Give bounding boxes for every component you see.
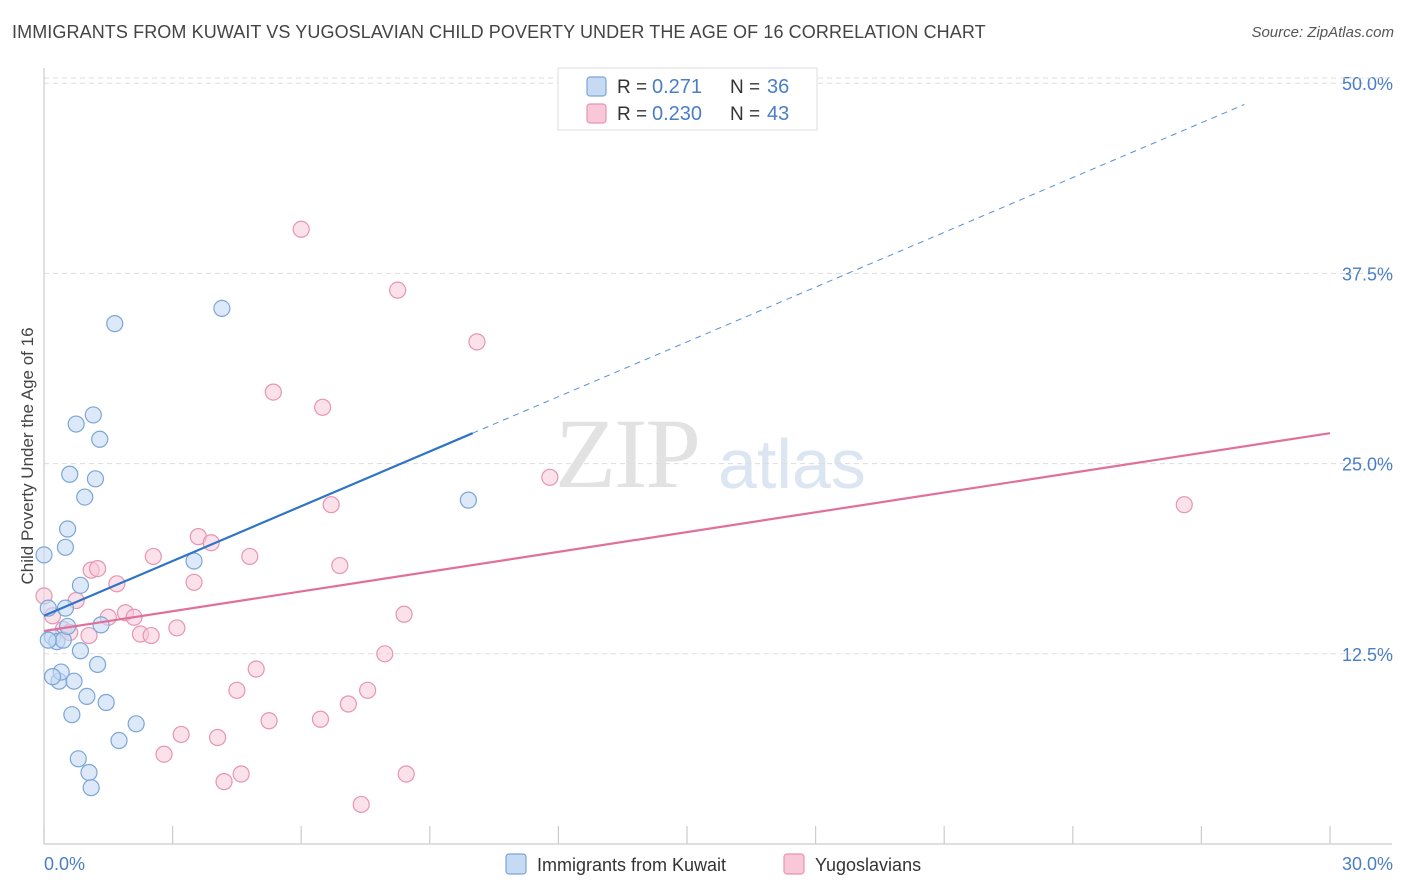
yugoslavians-points bbox=[35, 220, 1193, 814]
yugoslavians-trend-line bbox=[43, 432, 1331, 633]
kuwait-point bbox=[65, 672, 83, 690]
legend-r-label: R = bbox=[617, 77, 647, 98]
kuwait-point bbox=[127, 715, 145, 733]
yugoslavians-point bbox=[155, 745, 173, 763]
source-label: Source: ZipAtlas.com bbox=[1251, 24, 1394, 41]
yugoslavians-point bbox=[260, 712, 278, 730]
yugoslavians-point bbox=[376, 645, 394, 663]
yugoslavians-point bbox=[241, 547, 259, 566]
yugoslavians-point bbox=[359, 681, 377, 699]
kuwait-point bbox=[106, 315, 124, 333]
yugoslavians-point bbox=[209, 728, 227, 747]
kuwait-point bbox=[58, 520, 77, 538]
kuwait-point bbox=[76, 488, 94, 506]
kuwait-point bbox=[71, 642, 90, 660]
kuwait-points bbox=[35, 299, 477, 797]
legend-r-value: 0.230 bbox=[652, 103, 702, 125]
kuwait-point bbox=[69, 750, 87, 768]
kuwait-point bbox=[71, 576, 90, 594]
yugoslavians-point bbox=[322, 496, 340, 514]
yugoslavians-point bbox=[80, 626, 98, 645]
kuwait-trend-dashed bbox=[472, 104, 1245, 434]
kuwait-point bbox=[39, 631, 57, 649]
legend-r-value: 0.271 bbox=[652, 76, 702, 98]
kuwait-point bbox=[91, 430, 109, 448]
y-tick-label: 50.0% bbox=[1342, 74, 1393, 94]
kuwait-point bbox=[84, 406, 102, 424]
yugoslavians-point bbox=[228, 681, 246, 699]
yugoslavians-point bbox=[144, 547, 162, 566]
y-axis-label: Child Poverty Under the Age of 16 bbox=[18, 327, 37, 584]
bottom-legend-swatch-kuwait bbox=[505, 853, 527, 875]
kuwait-point bbox=[82, 779, 100, 797]
legend-n-value: 43 bbox=[767, 103, 789, 125]
x-tick-label: 0.0% bbox=[44, 854, 85, 874]
yugoslavians-point bbox=[247, 660, 265, 678]
x-tick-label: 30.0% bbox=[1342, 854, 1393, 874]
yugoslavians-point bbox=[172, 725, 190, 744]
chart-title: IMMIGRANTS FROM KUWAIT VS YUGOSLAVIAN CH… bbox=[12, 22, 986, 42]
bottom-legend-swatch-yugoslavians bbox=[783, 853, 805, 875]
yugoslavians-point bbox=[88, 559, 107, 578]
kuwait-point bbox=[92, 616, 110, 634]
bottom-legend-label-kuwait: Immigrants from Kuwait bbox=[537, 855, 726, 875]
yugoslavians-point bbox=[1175, 496, 1193, 514]
yugoslavians-point bbox=[395, 605, 413, 623]
yugoslavians-point bbox=[352, 795, 370, 814]
yugoslavians-point bbox=[264, 383, 282, 401]
y-tick-label: 37.5% bbox=[1342, 264, 1393, 284]
y-tick-label: 25.0% bbox=[1342, 455, 1393, 475]
kuwait-point bbox=[56, 538, 75, 556]
kuwait-point bbox=[78, 687, 96, 706]
legend-n-label: N = bbox=[730, 77, 760, 98]
yugoslavians-point bbox=[339, 695, 357, 713]
yugoslavians-point bbox=[314, 398, 332, 416]
kuwait-point bbox=[80, 763, 98, 782]
kuwait-point bbox=[61, 465, 79, 483]
legend-n-value: 36 bbox=[767, 76, 789, 98]
legend-swatch bbox=[586, 76, 607, 97]
legend-swatch bbox=[586, 103, 607, 124]
kuwait-point bbox=[86, 470, 105, 488]
yugoslavians-point bbox=[168, 619, 186, 637]
yugoslavians-point bbox=[215, 773, 233, 791]
yugoslavians-point bbox=[389, 281, 407, 299]
kuwait-point bbox=[97, 693, 115, 712]
yugoslavians-point bbox=[541, 468, 559, 486]
kuwait-point bbox=[67, 415, 85, 433]
kuwait-point bbox=[43, 668, 62, 686]
kuwait-point bbox=[35, 546, 53, 564]
legend-r-label: R = bbox=[617, 104, 647, 125]
y-tick-label: 12.5% bbox=[1342, 645, 1393, 665]
bottom-legend-label-yugoslavians: Yugoslavians bbox=[815, 855, 921, 875]
legend-n-label: N = bbox=[730, 104, 760, 125]
kuwait-point bbox=[459, 491, 477, 509]
yugoslavians-point bbox=[142, 626, 160, 645]
yugoslavians-point bbox=[292, 220, 310, 238]
kuwait-point bbox=[110, 731, 128, 750]
kuwait-point bbox=[63, 706, 81, 724]
yugoslavians-point bbox=[185, 573, 203, 591]
kuwait-point bbox=[88, 655, 107, 674]
kuwait-trend-line bbox=[43, 432, 474, 617]
watermark-zip: ZIP bbox=[555, 398, 701, 509]
yugoslavians-point bbox=[232, 765, 250, 783]
yugoslavians-point bbox=[331, 556, 349, 575]
yugoslavians-point bbox=[311, 710, 330, 728]
kuwait-point bbox=[213, 299, 231, 318]
yugoslavians-point bbox=[397, 765, 415, 783]
yugoslavians-point bbox=[468, 333, 486, 351]
